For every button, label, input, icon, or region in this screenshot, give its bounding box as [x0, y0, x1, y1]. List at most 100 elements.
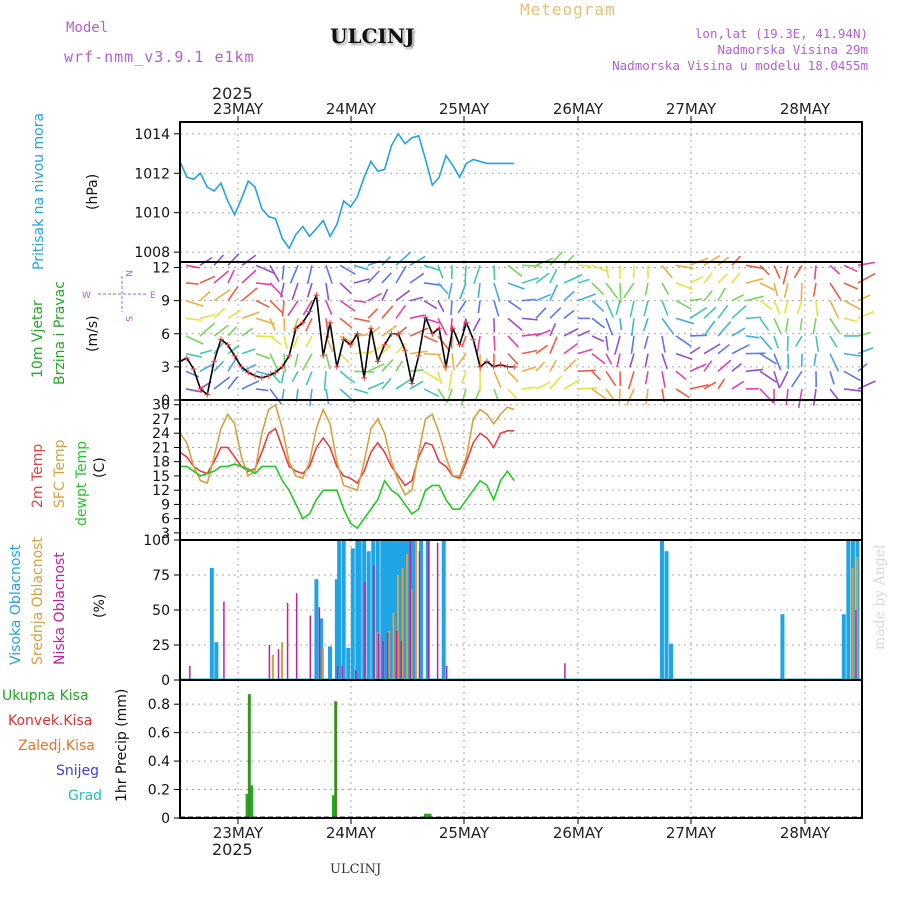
- wind-vector: [745, 368, 764, 373]
- wind-vector: [779, 370, 789, 388]
- wind-vector: [476, 335, 481, 356]
- wind-vector: [294, 353, 299, 367]
- bar-visoka-oblacnost: [664, 551, 669, 680]
- wind-vector: [409, 272, 425, 284]
- wind-vector: [185, 352, 202, 358]
- legend-temp-sfc: SFC Temp: [52, 439, 68, 508]
- wind-vector: [591, 370, 602, 381]
- wind-vector: [353, 278, 370, 284]
- wind-vector: [437, 300, 445, 313]
- bar-ukupna-kisa: [331, 795, 335, 818]
- y-tick-label: 6: [161, 512, 170, 528]
- wind-vector: [535, 361, 545, 372]
- wind-vector: [325, 353, 331, 370]
- wind-vector: [703, 360, 713, 372]
- y-tick-label: 24: [152, 426, 170, 442]
- bar-niska-oblacnost: [418, 551, 421, 680]
- wind-vector: [630, 335, 635, 354]
- day-label-bottom: 25MAY: [439, 824, 490, 842]
- wind-vector: [409, 255, 426, 267]
- wind-vector: [731, 327, 746, 337]
- wind-vector: [325, 282, 330, 301]
- y-tick-label: 25: [152, 638, 170, 654]
- wind-vector: [829, 353, 840, 372]
- wind-vector: [325, 265, 333, 284]
- wind-vector: [269, 264, 280, 282]
- wind-vector: [773, 335, 780, 349]
- wind-vector: [241, 380, 260, 390]
- wind-vector: [199, 322, 216, 337]
- wind-vector: [731, 363, 742, 372]
- wind-vector: [675, 352, 693, 361]
- wind-vector: [409, 296, 424, 302]
- wind-vector: [451, 353, 455, 371]
- legend-temp-2m: 2m Temp: [30, 444, 46, 508]
- wind-vector: [227, 286, 239, 302]
- wind-vector: [800, 282, 803, 302]
- bar-niska-oblacnost: [286, 603, 289, 680]
- wind-vector: [493, 282, 501, 302]
- wind-vector: [227, 326, 238, 337]
- wind-vector: [423, 264, 440, 272]
- wind-vector: [461, 371, 467, 384]
- wind-vector: [759, 317, 770, 331]
- wind-vector: [437, 265, 444, 279]
- bar-visoka-oblacnost: [846, 540, 851, 680]
- bar-visoka-oblacnost: [398, 540, 403, 680]
- page-title: ULCINJ: [330, 24, 415, 48]
- wind-vector: [255, 352, 271, 360]
- bar-niska-oblacnost: [855, 610, 857, 680]
- wind-vector: [619, 282, 622, 303]
- legend-cloud-mid: Srednja Oblacnost: [30, 537, 46, 665]
- bar-niska-oblacnost: [395, 631, 398, 680]
- bar-srednja-oblacnost: [410, 589, 413, 680]
- wind-vector: [301, 353, 313, 371]
- wind-vector: [675, 299, 692, 310]
- footer-city: ULCINJ: [330, 862, 382, 877]
- day-label-bottom: 24MAY: [326, 824, 377, 842]
- wind-vector: [717, 378, 726, 390]
- bar-visoka-oblacnost: [412, 540, 417, 680]
- wind-vector: [395, 289, 411, 302]
- bar-visoka-oblacnost: [659, 540, 664, 680]
- panel-cloud: [180, 540, 862, 680]
- wind-vector: [812, 388, 817, 406]
- wind-vector: [213, 307, 226, 319]
- y-tick-label: 1012: [134, 166, 170, 182]
- compass-s: S: [123, 316, 133, 322]
- wind-vector: [395, 326, 408, 337]
- y-tick-label: 0.2: [148, 783, 170, 799]
- wind-vector: [462, 318, 467, 331]
- wind-vector: [703, 306, 717, 319]
- wind-vector: [493, 300, 500, 317]
- wind-vector: [689, 363, 707, 373]
- wind-vector: [563, 342, 579, 355]
- wind-vector: [227, 253, 240, 266]
- wind-vector: [367, 381, 385, 390]
- lonlat-readout: lon,lat (19.3E, 41.94N): [694, 26, 868, 41]
- wind-vector: [185, 299, 204, 308]
- bar-visoka-oblacnost: [441, 540, 446, 680]
- wind-vector: [507, 317, 523, 331]
- wind-vector: [577, 387, 598, 390]
- wind-vector: [627, 371, 635, 390]
- bar-konvek-kisa: [248, 694, 250, 818]
- panel-precipitation: [180, 694, 862, 818]
- bar-ukupna-kisa: [428, 813, 432, 818]
- wind-vector: [339, 264, 356, 275]
- wind-vector: [521, 333, 541, 337]
- wind-vector: [731, 255, 742, 266]
- wind-vector: [549, 284, 559, 301]
- bar-niska-oblacnost: [268, 645, 271, 680]
- wind-vector: [790, 370, 803, 388]
- bar-visoka-oblacnost: [209, 568, 214, 680]
- wind-vector: [629, 300, 635, 318]
- wind-vector: [661, 353, 668, 370]
- bar-niska-oblacnost: [189, 666, 191, 680]
- wind-vector: [773, 317, 782, 334]
- wind-vector: [703, 381, 717, 390]
- wind-vector: [185, 264, 200, 269]
- wind-vector: [213, 270, 230, 284]
- wind-vector: [269, 318, 276, 331]
- wind-vector: [785, 388, 789, 406]
